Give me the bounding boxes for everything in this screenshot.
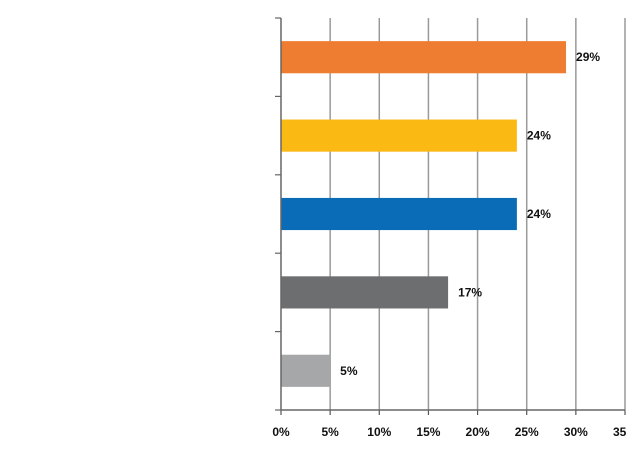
bar-data-label: 24% [527,129,551,143]
x-tick-label: 15% [416,425,440,439]
bar-data-label: 24% [527,207,551,221]
bar-data-label: 5% [340,364,358,378]
data-labels: 29% 24% 24% 17% 5% [340,50,600,378]
x-tick-label: 25% [515,425,539,439]
x-tick-label: 30% [564,425,588,439]
bar [281,41,567,74]
x-tick-label: 5% [321,425,339,439]
x-tick-label: 20% [466,425,490,439]
bar [281,119,517,152]
bar-data-label: 29% [576,50,600,64]
axes: 0% 5% 10% 15% 20% 25% 30% 35% [272,17,626,439]
x-tick-label: 0% [272,425,290,439]
bars [281,41,567,387]
bar [281,197,517,231]
bar [281,354,331,387]
bar-data-label: 17% [458,285,482,299]
x-tick-label: 35% [613,425,626,439]
x-tick-label: 10% [367,425,391,439]
bar [281,276,449,309]
